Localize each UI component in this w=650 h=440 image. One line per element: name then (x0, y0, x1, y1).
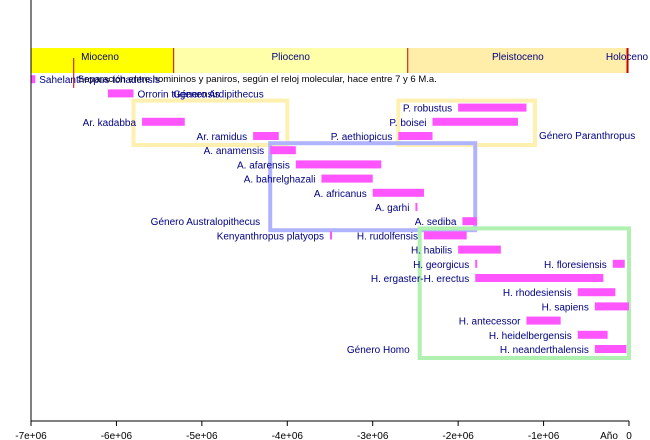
genus-box-label: Género Ardipithecus (173, 90, 264, 101)
species-bar (432, 117, 518, 126)
species-label: A. sediba (415, 217, 457, 228)
species-label: H. heidelbergensis (489, 331, 572, 342)
epoch-label: Mioceno (81, 52, 119, 63)
x-tick-label: -4e+06 (272, 431, 304, 440)
x-tick-label: -7e+06 (15, 431, 47, 440)
species-bar (31, 75, 36, 84)
epoch-rect (627, 48, 629, 73)
species-label: P. aethiopicus (331, 132, 393, 143)
epoch-rect (173, 48, 408, 73)
genus-box (417, 226, 632, 360)
species-bar (270, 146, 296, 155)
species-label: Sahelanthropus tchadensis (39, 75, 160, 86)
epoch-label: Plioceno (272, 52, 311, 63)
genus-box (268, 141, 478, 233)
species-bar (253, 132, 279, 140)
x-tick-label: -3e+06 (357, 431, 389, 440)
species-bar (475, 274, 604, 282)
genus-box-layer: Género Ardipithecus Género Paranthropus Gé… (131, 90, 635, 360)
species-bar (475, 259, 478, 268)
genus-box (131, 98, 290, 147)
species-label: A. garhi (375, 203, 409, 214)
genus-box-label: Género Australopithecus (151, 217, 261, 228)
species-bar (330, 231, 332, 240)
species-label: A. afarensis (237, 160, 290, 171)
species-bar (594, 302, 629, 311)
note-layer: Separación entre homininos y paniros, se… (73, 58, 437, 88)
species-bar (423, 231, 467, 240)
species-label: H. neanderthalensis (500, 345, 589, 356)
species-bar (458, 245, 501, 254)
note-text: Separación entre homininos y paniros, se… (78, 74, 437, 85)
species-label: H. rudolfensis (357, 231, 418, 242)
species-label: Kenyanthropus platyops (217, 231, 324, 242)
species-label: P. boisei (389, 118, 426, 129)
genus-box-label: Género Homo (347, 345, 410, 356)
species-bar (612, 259, 625, 268)
x-tick-label: 0 (626, 431, 632, 440)
species-label-layer: Sahelanthropus tchadensis Orrorin tugenen… (39, 75, 606, 356)
species-label: Ar. kadabba (83, 118, 137, 129)
epoch-label: Pleistoceno (492, 52, 544, 63)
x-tick-label: -5e+06 (186, 431, 218, 440)
epoch-rect (407, 48, 628, 73)
species-label: H. antecessor (459, 317, 521, 328)
species-bar (398, 132, 433, 140)
species-bar (577, 330, 608, 339)
species-bar (107, 89, 134, 98)
species-label: P. robustus (403, 104, 452, 115)
species-label: H. ergaster-H. erectus (371, 274, 469, 285)
x-tick-label: -2e+06 (442, 431, 474, 440)
x-axis-label: Año (600, 431, 618, 440)
species-bar (372, 188, 424, 197)
species-label: Orrorin tugenensis (138, 89, 220, 100)
species-bar (295, 160, 382, 169)
species-bar (142, 117, 185, 126)
species-label: H. habilis (411, 246, 452, 257)
species-label: H. georgicus (413, 260, 469, 271)
species-bar (458, 103, 527, 112)
species-bar (594, 345, 627, 353)
species-bar (462, 217, 477, 226)
species-label: A. anamensis (204, 146, 265, 157)
species-label: A. bahrelghazali (244, 175, 316, 186)
axis-layer: -7e+06 -6e+06 -5e+06 -4e+06 -3e+06 -2e+06 -1e+… (15, 0, 632, 440)
genus-box-label: Género Paranthropus (539, 131, 635, 142)
epoch-band: Mioceno Plioceno Pleistoceno Holoceno (31, 48, 649, 73)
species-bar (526, 316, 561, 325)
species-bar (415, 203, 418, 211)
x-tick-label: -6e+06 (101, 431, 133, 440)
species-bar (321, 174, 373, 183)
species-bar-layer (31, 75, 629, 353)
x-tick-label: -1e+06 (528, 431, 560, 440)
species-bar (577, 288, 616, 297)
species-label: H. floresiensis (544, 260, 607, 271)
epoch-rect (31, 48, 174, 73)
species-label: H. sapiens (542, 302, 589, 313)
species-label: Ar. ramidus (197, 132, 248, 143)
species-label: H. rhodesiensis (503, 288, 572, 299)
species-label: A. africanus (314, 189, 367, 200)
